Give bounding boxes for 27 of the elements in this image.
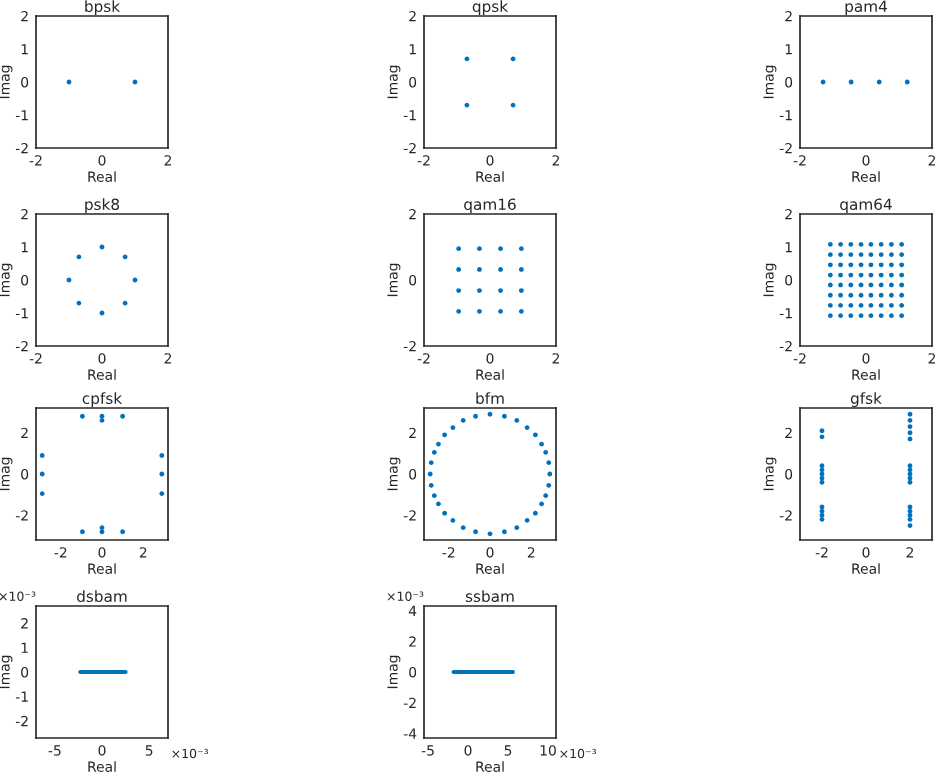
point bbox=[518, 246, 524, 252]
point bbox=[547, 471, 553, 477]
point bbox=[543, 449, 549, 455]
point bbox=[514, 417, 520, 423]
point bbox=[431, 493, 437, 499]
point bbox=[487, 531, 493, 537]
point bbox=[460, 417, 466, 423]
point bbox=[546, 460, 552, 466]
point bbox=[456, 246, 462, 252]
point bbox=[428, 460, 434, 466]
point bbox=[456, 308, 462, 314]
point bbox=[159, 471, 165, 477]
point bbox=[543, 493, 549, 499]
point bbox=[431, 449, 437, 455]
point bbox=[120, 413, 126, 419]
point bbox=[546, 482, 552, 488]
point bbox=[532, 432, 538, 438]
point bbox=[819, 428, 825, 434]
point bbox=[460, 525, 466, 531]
point bbox=[514, 525, 520, 531]
point bbox=[907, 430, 913, 436]
point bbox=[120, 529, 126, 535]
point bbox=[532, 510, 538, 516]
point bbox=[442, 432, 448, 438]
point bbox=[428, 482, 434, 488]
point bbox=[442, 510, 448, 516]
point bbox=[518, 308, 524, 314]
